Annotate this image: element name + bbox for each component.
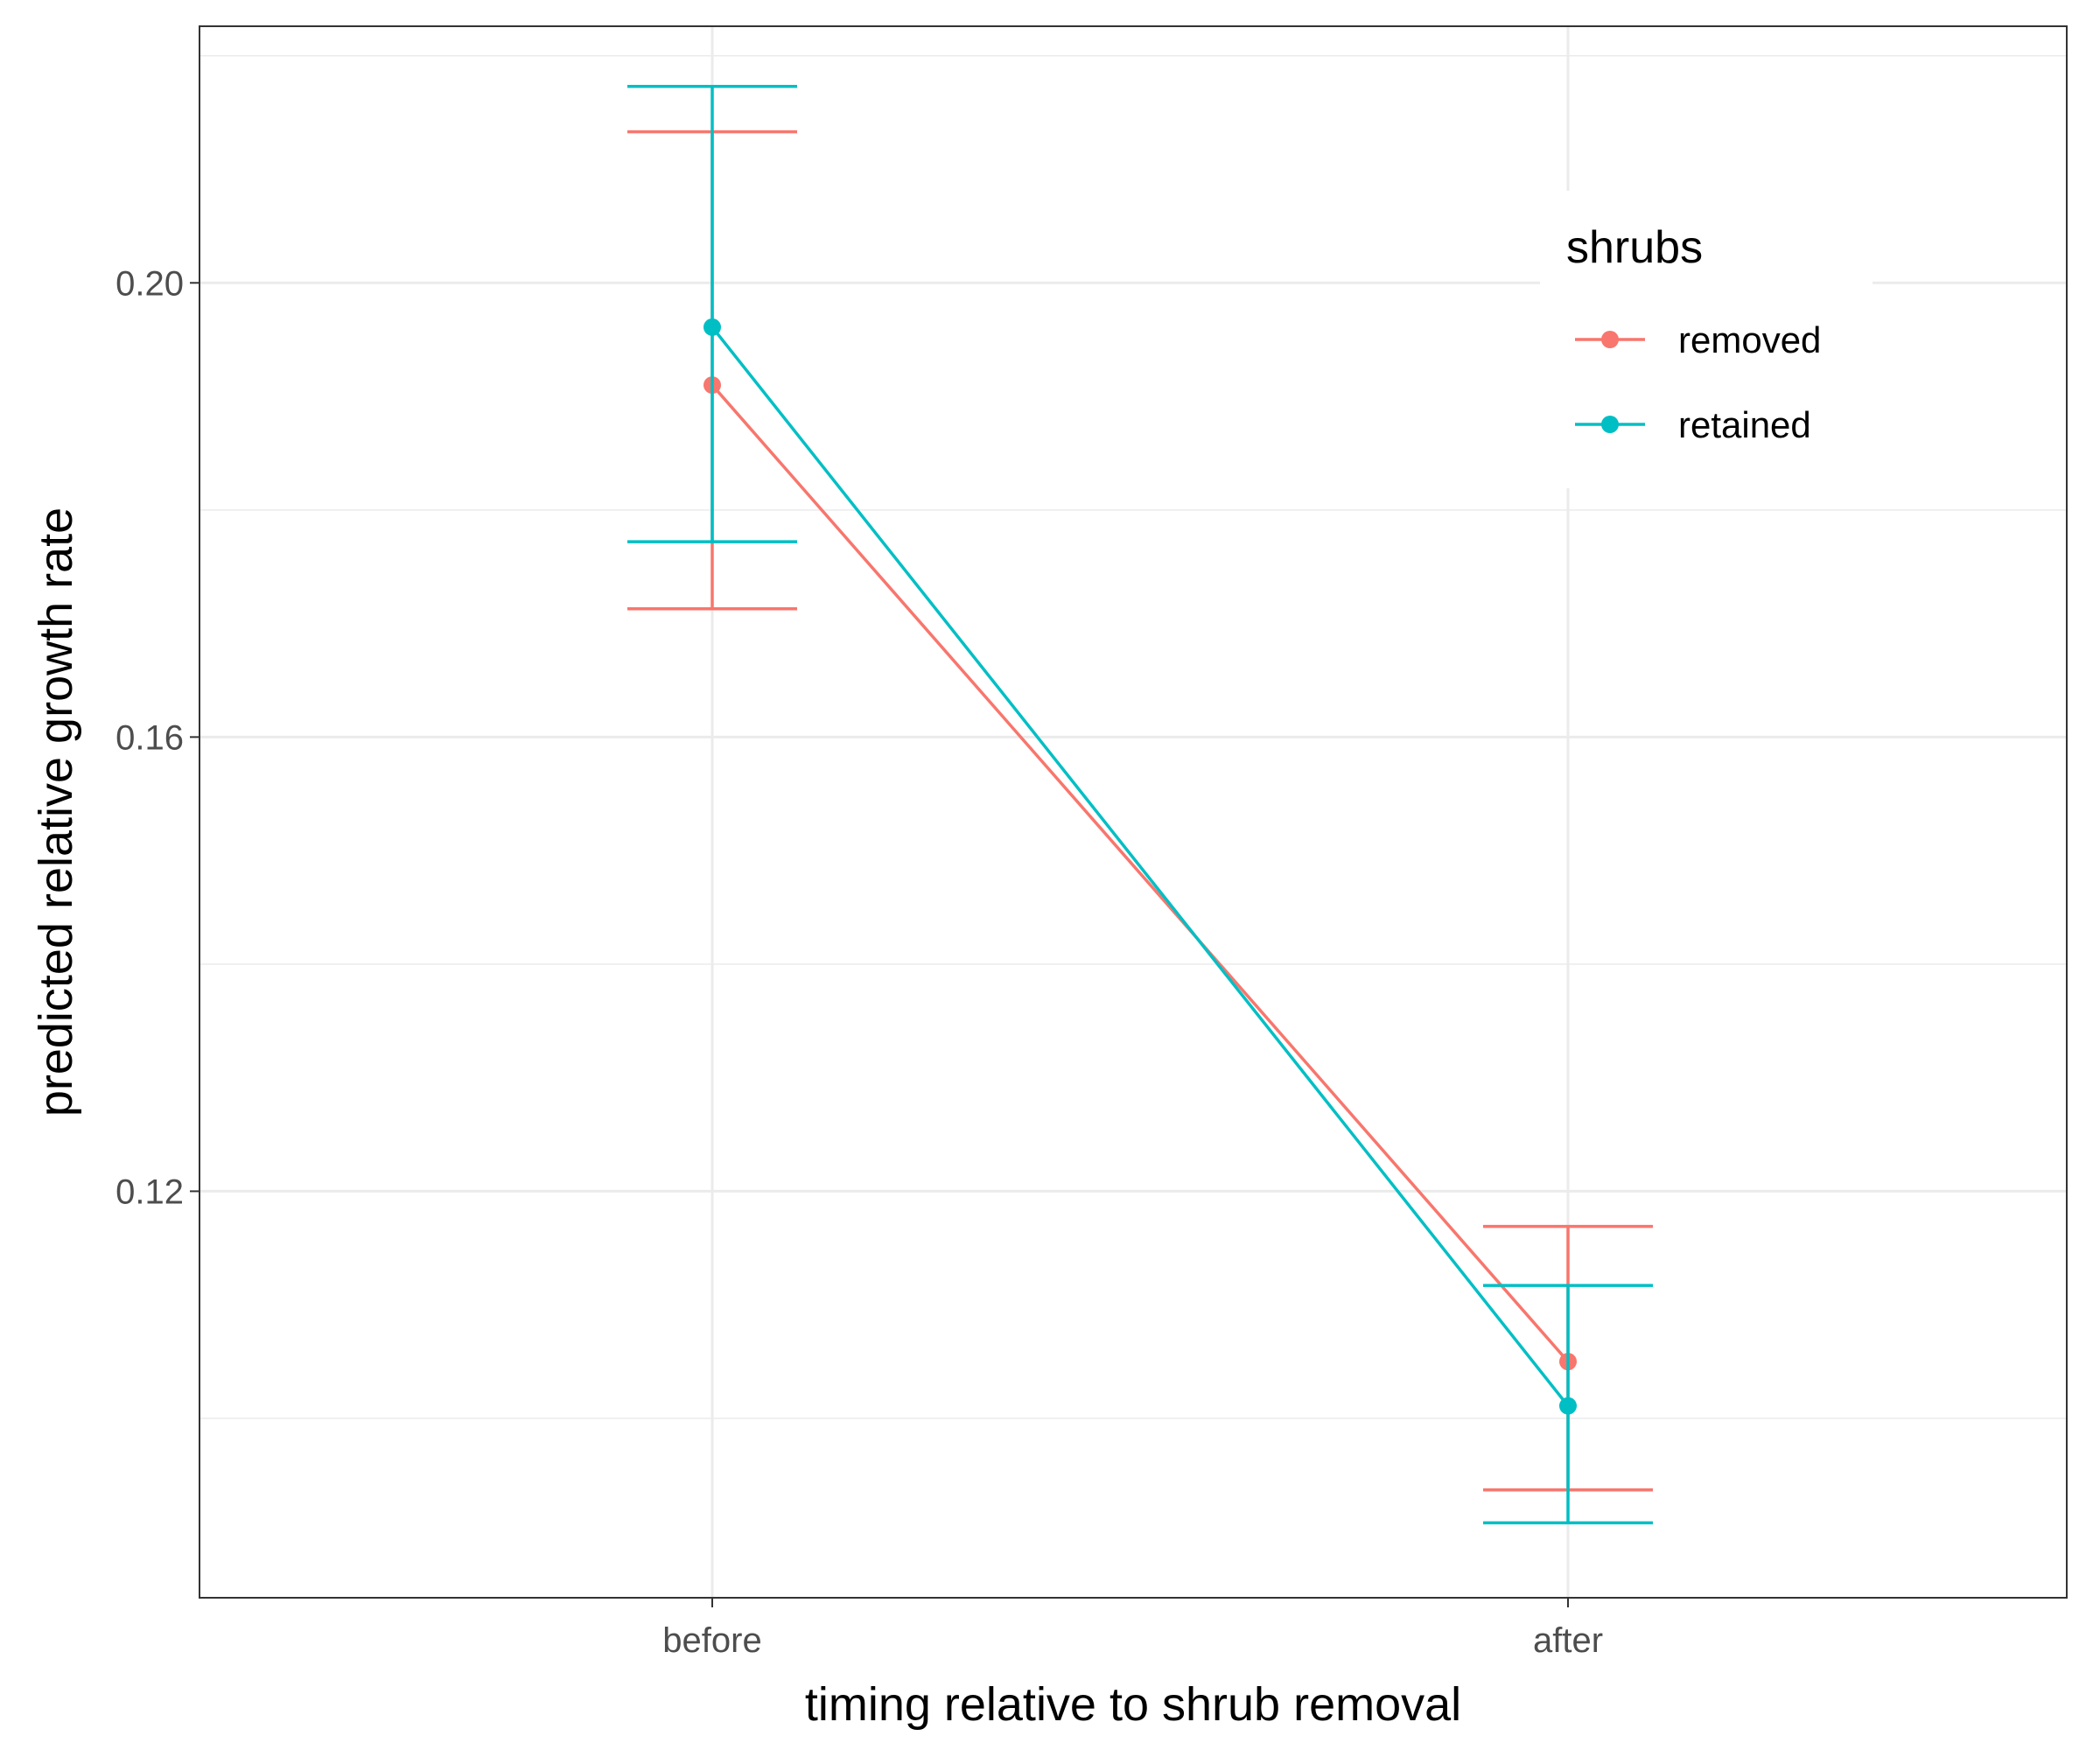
grid-minor — [200, 54, 2067, 1419]
panel-border — [199, 25, 2068, 1599]
legend-item-retained: retained — [1575, 404, 1811, 445]
legend-key-point — [1601, 416, 1619, 433]
x-tick-label: after — [1533, 1621, 1603, 1660]
x-axis: before after — [662, 1598, 1603, 1660]
data-point-retained — [1559, 1396, 1577, 1415]
y-tick-label: 0.20 — [116, 264, 184, 303]
x-axis-title: timing relative to shrub removal — [805, 1678, 1461, 1731]
legend-item-removed: removed — [1575, 319, 1821, 360]
y-axis-title: predicted relative growth rate — [30, 508, 82, 1116]
legend-key-point — [1601, 331, 1619, 348]
y-tick-label: 0.16 — [116, 718, 184, 757]
legend-title: shrubs — [1566, 222, 1703, 273]
series-retained — [627, 85, 1653, 1525]
y-tick-label: 0.12 — [116, 1172, 184, 1211]
series-line-retained — [710, 326, 1570, 1407]
legend: shrubs removed retained — [1540, 191, 1872, 488]
y-axis: 0.12 0.16 0.20 — [116, 264, 200, 1211]
data-point-retained — [704, 318, 721, 336]
series-line-removed — [710, 383, 1570, 1363]
series-layer — [627, 85, 1653, 1525]
x-tick-label: before — [662, 1621, 761, 1660]
legend-label: retained — [1678, 404, 1811, 445]
legend-label: removed — [1678, 319, 1821, 360]
